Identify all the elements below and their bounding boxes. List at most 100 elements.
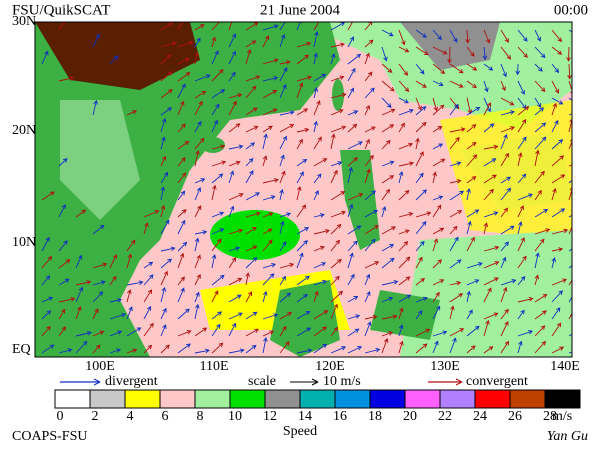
wind-arrow: [228, 123, 241, 133]
wind-arrow: [466, 209, 480, 218]
date: 21 June 2004: [260, 2, 340, 18]
wind-arrow: [126, 280, 144, 286]
wind-arrow: [126, 327, 142, 337]
wind-arrow: [449, 328, 465, 337]
wind-arrow: [228, 170, 235, 184]
wind-arrow: [534, 122, 547, 133]
wind-arrow: [194, 137, 205, 150]
wind-arrow: [313, 245, 325, 252]
wind-arrow: [432, 291, 440, 303]
wind-arrow: [398, 171, 404, 184]
wind-arrow: [262, 263, 277, 269]
wind-arrow: [177, 172, 187, 184]
wind-arrow: [58, 22, 66, 31]
colorbar-cell: [299, 389, 336, 409]
wind-arrow: [347, 296, 359, 303]
wind-arrow: [347, 166, 353, 184]
wind-arrow: [313, 86, 319, 99]
wind-arrow: [211, 311, 223, 320]
wind-arrow: [381, 244, 395, 252]
wind-arrow: [415, 46, 429, 56]
wind-arrow: [177, 72, 191, 82]
wind-arrow: [534, 340, 547, 354]
wind-arrow: [432, 171, 437, 184]
wind-arrow: [551, 278, 568, 286]
wind-arrow: [126, 253, 133, 269]
wind-arrow: [92, 224, 105, 235]
wind-arrow: [517, 106, 530, 116]
wind-arrow: [211, 184, 217, 201]
speed-patch: [400, 230, 572, 357]
wind-arrow: [75, 286, 84, 303]
wind-arrow: [534, 46, 546, 59]
wind-arrow: [398, 142, 414, 150]
wind-arrow: [330, 239, 341, 252]
wind-arrow: [381, 205, 387, 218]
wind-arrow: [41, 296, 54, 303]
wind-arrow: [432, 63, 446, 75]
colorbar-tick-label: 8: [197, 409, 204, 424]
wind-arrow: [551, 346, 565, 354]
wind-arrow: [279, 292, 292, 303]
wind-arrow: [194, 51, 200, 65]
colorbar-cell: [369, 389, 406, 409]
wind-arrow: [211, 69, 224, 82]
wind-arrow: [415, 189, 427, 201]
wind-arrow: [58, 240, 68, 252]
arrow-head: [311, 378, 319, 386]
wind-arrow: [245, 22, 259, 31]
wind-arrow: [330, 290, 344, 303]
map: [34, 21, 573, 358]
wind-arrow: [466, 236, 475, 252]
wind-arrow: [449, 179, 462, 184]
wind-arrow: [449, 337, 457, 354]
wind-arrow: [398, 97, 409, 104]
wind-arrow: [211, 290, 219, 303]
wind-arrow: [194, 327, 208, 337]
wind-arrow: [177, 209, 187, 218]
wind-arrow: [262, 290, 268, 303]
wind-arrow: [41, 344, 55, 354]
wind-arrow: [500, 286, 508, 303]
wind-arrow: [398, 29, 406, 46]
wind-arrow: [500, 256, 507, 269]
wind-arrow: [449, 63, 464, 74]
wind-arrow: [398, 63, 409, 76]
wind-arrow: [415, 80, 427, 88]
wind-arrow: [160, 344, 170, 354]
wind-arrow: [313, 262, 327, 269]
wind-arrow: [534, 29, 541, 42]
wind-arrow: [296, 41, 312, 48]
wind-arrow: [551, 119, 559, 133]
wind-arrow: [330, 125, 347, 133]
wind-arrow: [41, 310, 52, 320]
wind-arrow: [211, 144, 226, 150]
wind-arrow: [500, 110, 515, 116]
wind-arrow: [296, 158, 308, 167]
wind-arrow: [432, 340, 439, 354]
wind-arrow: [568, 80, 572, 94]
wind-arrow: [364, 87, 375, 99]
wind-arrow: [398, 46, 410, 53]
lat-label: 30N: [12, 14, 36, 29]
wind-arrow: [211, 323, 221, 337]
wind-arrow: [500, 80, 506, 92]
wind-arrow: [466, 80, 477, 89]
wind-arrow: [296, 227, 310, 235]
wind-arrow: [568, 293, 572, 303]
wind-arrow: [398, 294, 412, 303]
wind-arrow: [330, 326, 339, 337]
wind-arrow: [211, 89, 226, 99]
wind-arrow: [398, 161, 415, 167]
wind-arrow: [398, 189, 410, 201]
wind-arrow: [194, 90, 207, 99]
wind-arrow: [313, 290, 319, 303]
wind-arrow: [330, 109, 344, 116]
wind-arrow: [449, 210, 463, 218]
wind-arrow: [228, 256, 237, 269]
wind-arrow: [245, 142, 256, 150]
wind-arrow: [160, 258, 172, 269]
wind-arrow: [551, 208, 566, 218]
wind-arrow: [500, 97, 515, 106]
wind-arrow: [279, 135, 287, 150]
